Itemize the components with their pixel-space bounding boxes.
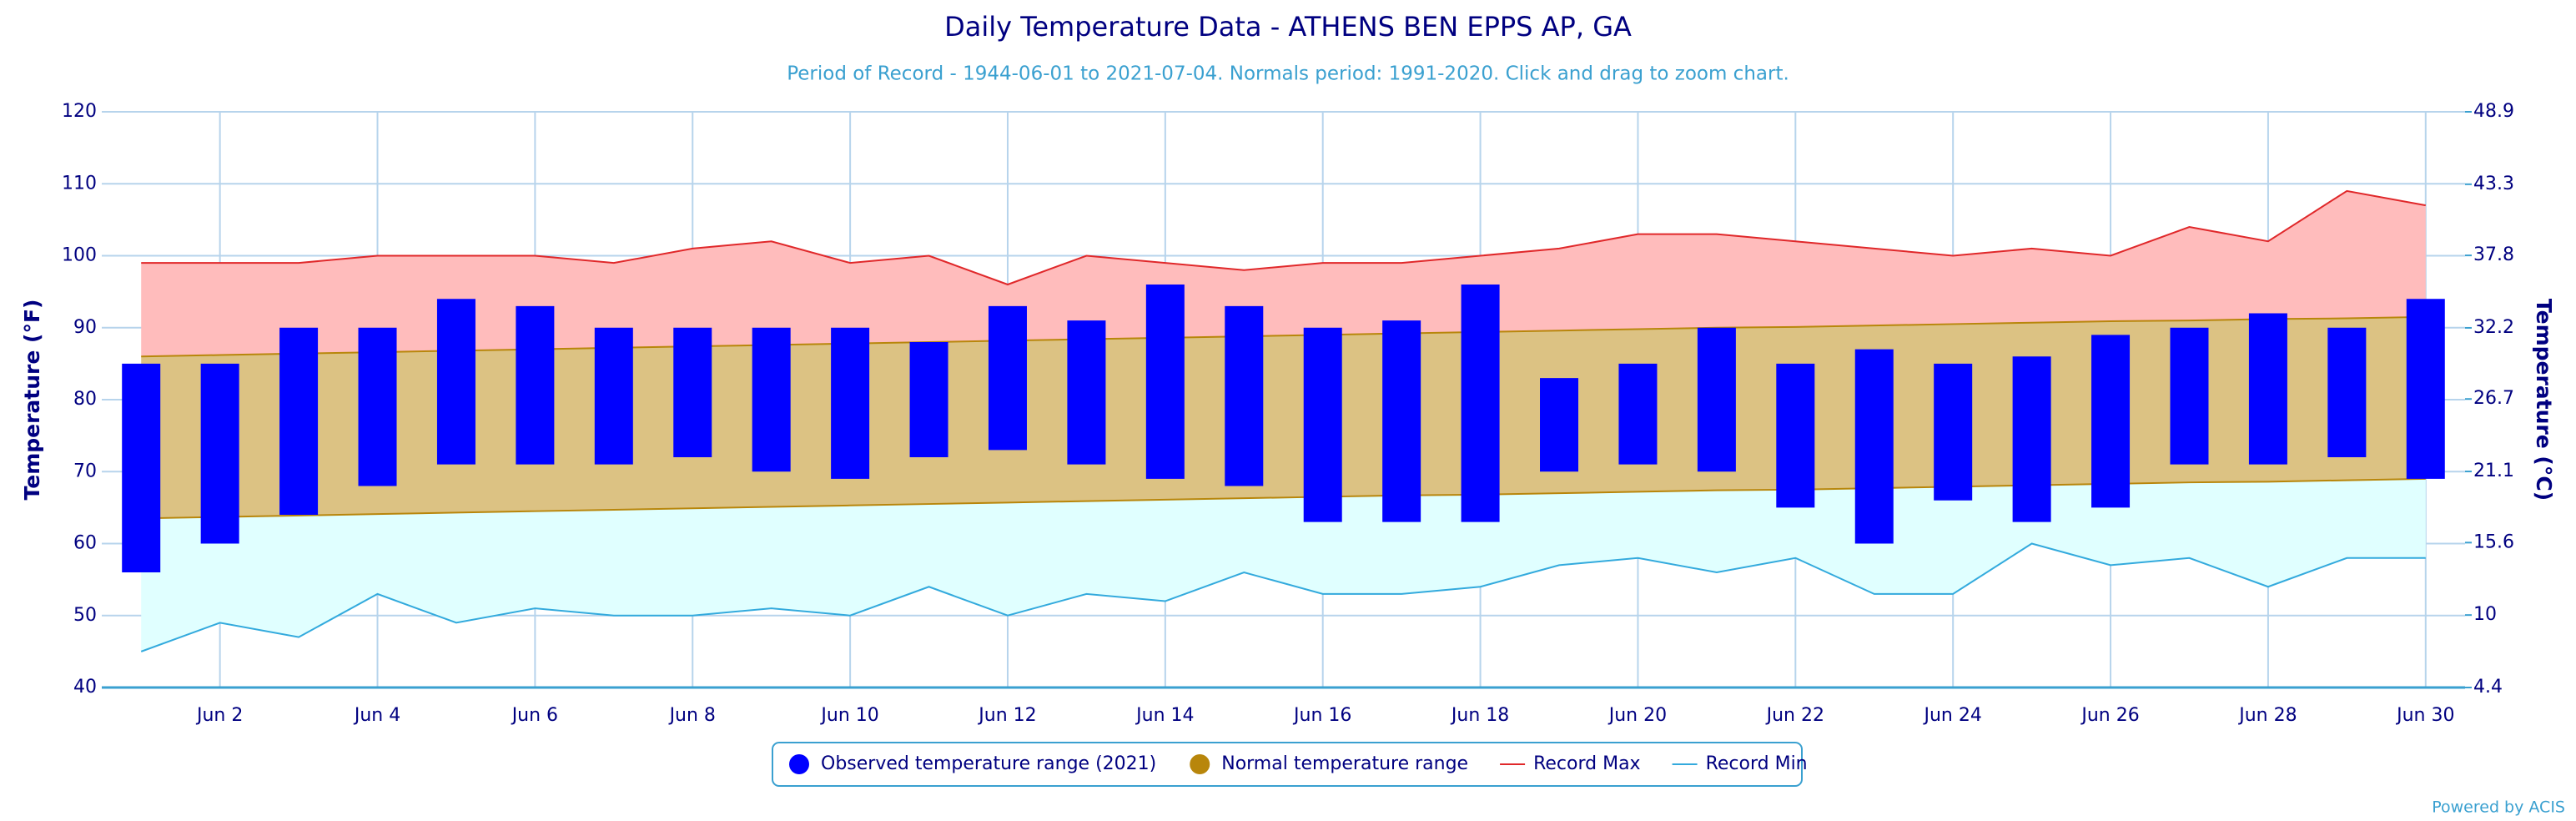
legend-symbol xyxy=(789,754,809,774)
observed-bar xyxy=(831,327,870,479)
record-max-area xyxy=(141,190,2426,357)
chart-title: Daily Temperature Data - ATHENS BEN EPPS… xyxy=(944,11,1632,43)
x-tick-label: Jun 20 xyxy=(1607,705,1667,726)
x-tick-label: Jun 4 xyxy=(353,705,400,726)
observed-bar xyxy=(279,327,319,515)
y2-axis-label: Temperature (°C) xyxy=(2532,299,2556,501)
x-tick-label: Jun 16 xyxy=(1292,705,1351,726)
observed-bar xyxy=(516,305,555,465)
observed-bar xyxy=(909,342,948,457)
observed-bar xyxy=(1697,327,1736,472)
y2-tick-label: 43.3 xyxy=(2473,174,2514,194)
observed-bar xyxy=(122,363,161,572)
observed-bar xyxy=(1540,378,1579,472)
x-tick-label: Jun 14 xyxy=(1135,705,1194,726)
y2-tick-label: 4.4 xyxy=(2473,677,2503,698)
observed-bar xyxy=(358,327,397,486)
observed-bar xyxy=(2406,299,2445,479)
y-tick-label: 50 xyxy=(73,605,97,626)
x-tick-label: Jun 10 xyxy=(819,705,878,726)
observed-bar xyxy=(1067,320,1106,465)
legend-label: Record Max xyxy=(1533,753,1641,774)
observed-bar xyxy=(673,327,712,457)
y-tick-label: 40 xyxy=(73,677,97,698)
observed-bar xyxy=(1382,320,1421,522)
x-tick-label: Jun 18 xyxy=(1450,705,1509,726)
legend-label: Normal temperature range xyxy=(1221,753,1468,774)
observed-bar xyxy=(594,327,633,465)
x-tick-label: Jun 12 xyxy=(977,705,1036,726)
record-min-line xyxy=(140,542,2426,652)
x-tick-label: Jun 26 xyxy=(2080,705,2139,726)
observed-bar xyxy=(1225,305,1264,486)
observed-bar xyxy=(1461,285,1500,522)
legend-label: Observed temperature range (2021) xyxy=(821,753,1156,774)
y-axis-label: Temperature (°F) xyxy=(20,300,44,501)
observed-bar xyxy=(200,363,239,544)
y2-tick-label: 21.1 xyxy=(2473,461,2514,481)
record-max-line xyxy=(141,189,2426,286)
y-tick-label: 110 xyxy=(62,173,97,194)
y2-tick-label: 37.8 xyxy=(2473,244,2514,265)
x-tick-label: Jun 8 xyxy=(668,705,716,726)
observed-bar xyxy=(2327,327,2367,457)
legend-symbol xyxy=(1190,754,1210,774)
y2-tick-label: 15.6 xyxy=(2473,531,2514,552)
y-tick-label: 100 xyxy=(62,245,97,266)
x-tick-label: Jun 22 xyxy=(1765,705,1824,726)
x-tick-label: Jun 30 xyxy=(2395,705,2454,726)
observed-bar xyxy=(1145,285,1185,479)
observed-bar xyxy=(2012,356,2051,522)
observed-bar xyxy=(1934,363,1973,501)
y2-tick-label: 48.9 xyxy=(2473,101,2514,122)
observed-bar xyxy=(752,327,791,472)
x-tick-label: Jun 6 xyxy=(511,705,558,726)
observed-bar xyxy=(2248,313,2287,465)
observed-bar xyxy=(1776,363,1815,508)
chart-subtitle: Period of Record - 1944-06-01 to 2021-07… xyxy=(787,63,1789,85)
normal-range-area xyxy=(141,316,2426,519)
y-tick-label: 120 xyxy=(62,101,97,122)
legend-box xyxy=(772,742,1803,787)
legend-label: Record Min xyxy=(1706,753,1808,774)
x-tick-label: Jun 24 xyxy=(1922,705,1981,726)
observed-bar xyxy=(1303,327,1342,522)
observed-bar xyxy=(988,305,1027,451)
y2-tick-label: 10 xyxy=(2473,604,2497,625)
observed-bar xyxy=(2091,335,2131,508)
credit: Powered by ACIS xyxy=(2432,798,2565,817)
observed-bar xyxy=(1618,363,1658,465)
observed-bar xyxy=(436,299,475,465)
record-min-area xyxy=(141,478,2426,652)
y2-tick-label: 26.7 xyxy=(2473,388,2514,409)
observed-bar xyxy=(2170,327,2209,465)
y-tick-label: 70 xyxy=(73,461,97,481)
y2-tick-label: 32.2 xyxy=(2473,317,2514,338)
y-tick-label: 90 xyxy=(73,317,97,338)
observed-bar xyxy=(1854,349,1894,544)
x-tick-label: Jun 2 xyxy=(195,705,243,726)
y-tick-label: 80 xyxy=(73,389,97,410)
x-tick-label: Jun 28 xyxy=(2237,705,2297,726)
y-tick-label: 60 xyxy=(73,533,97,554)
